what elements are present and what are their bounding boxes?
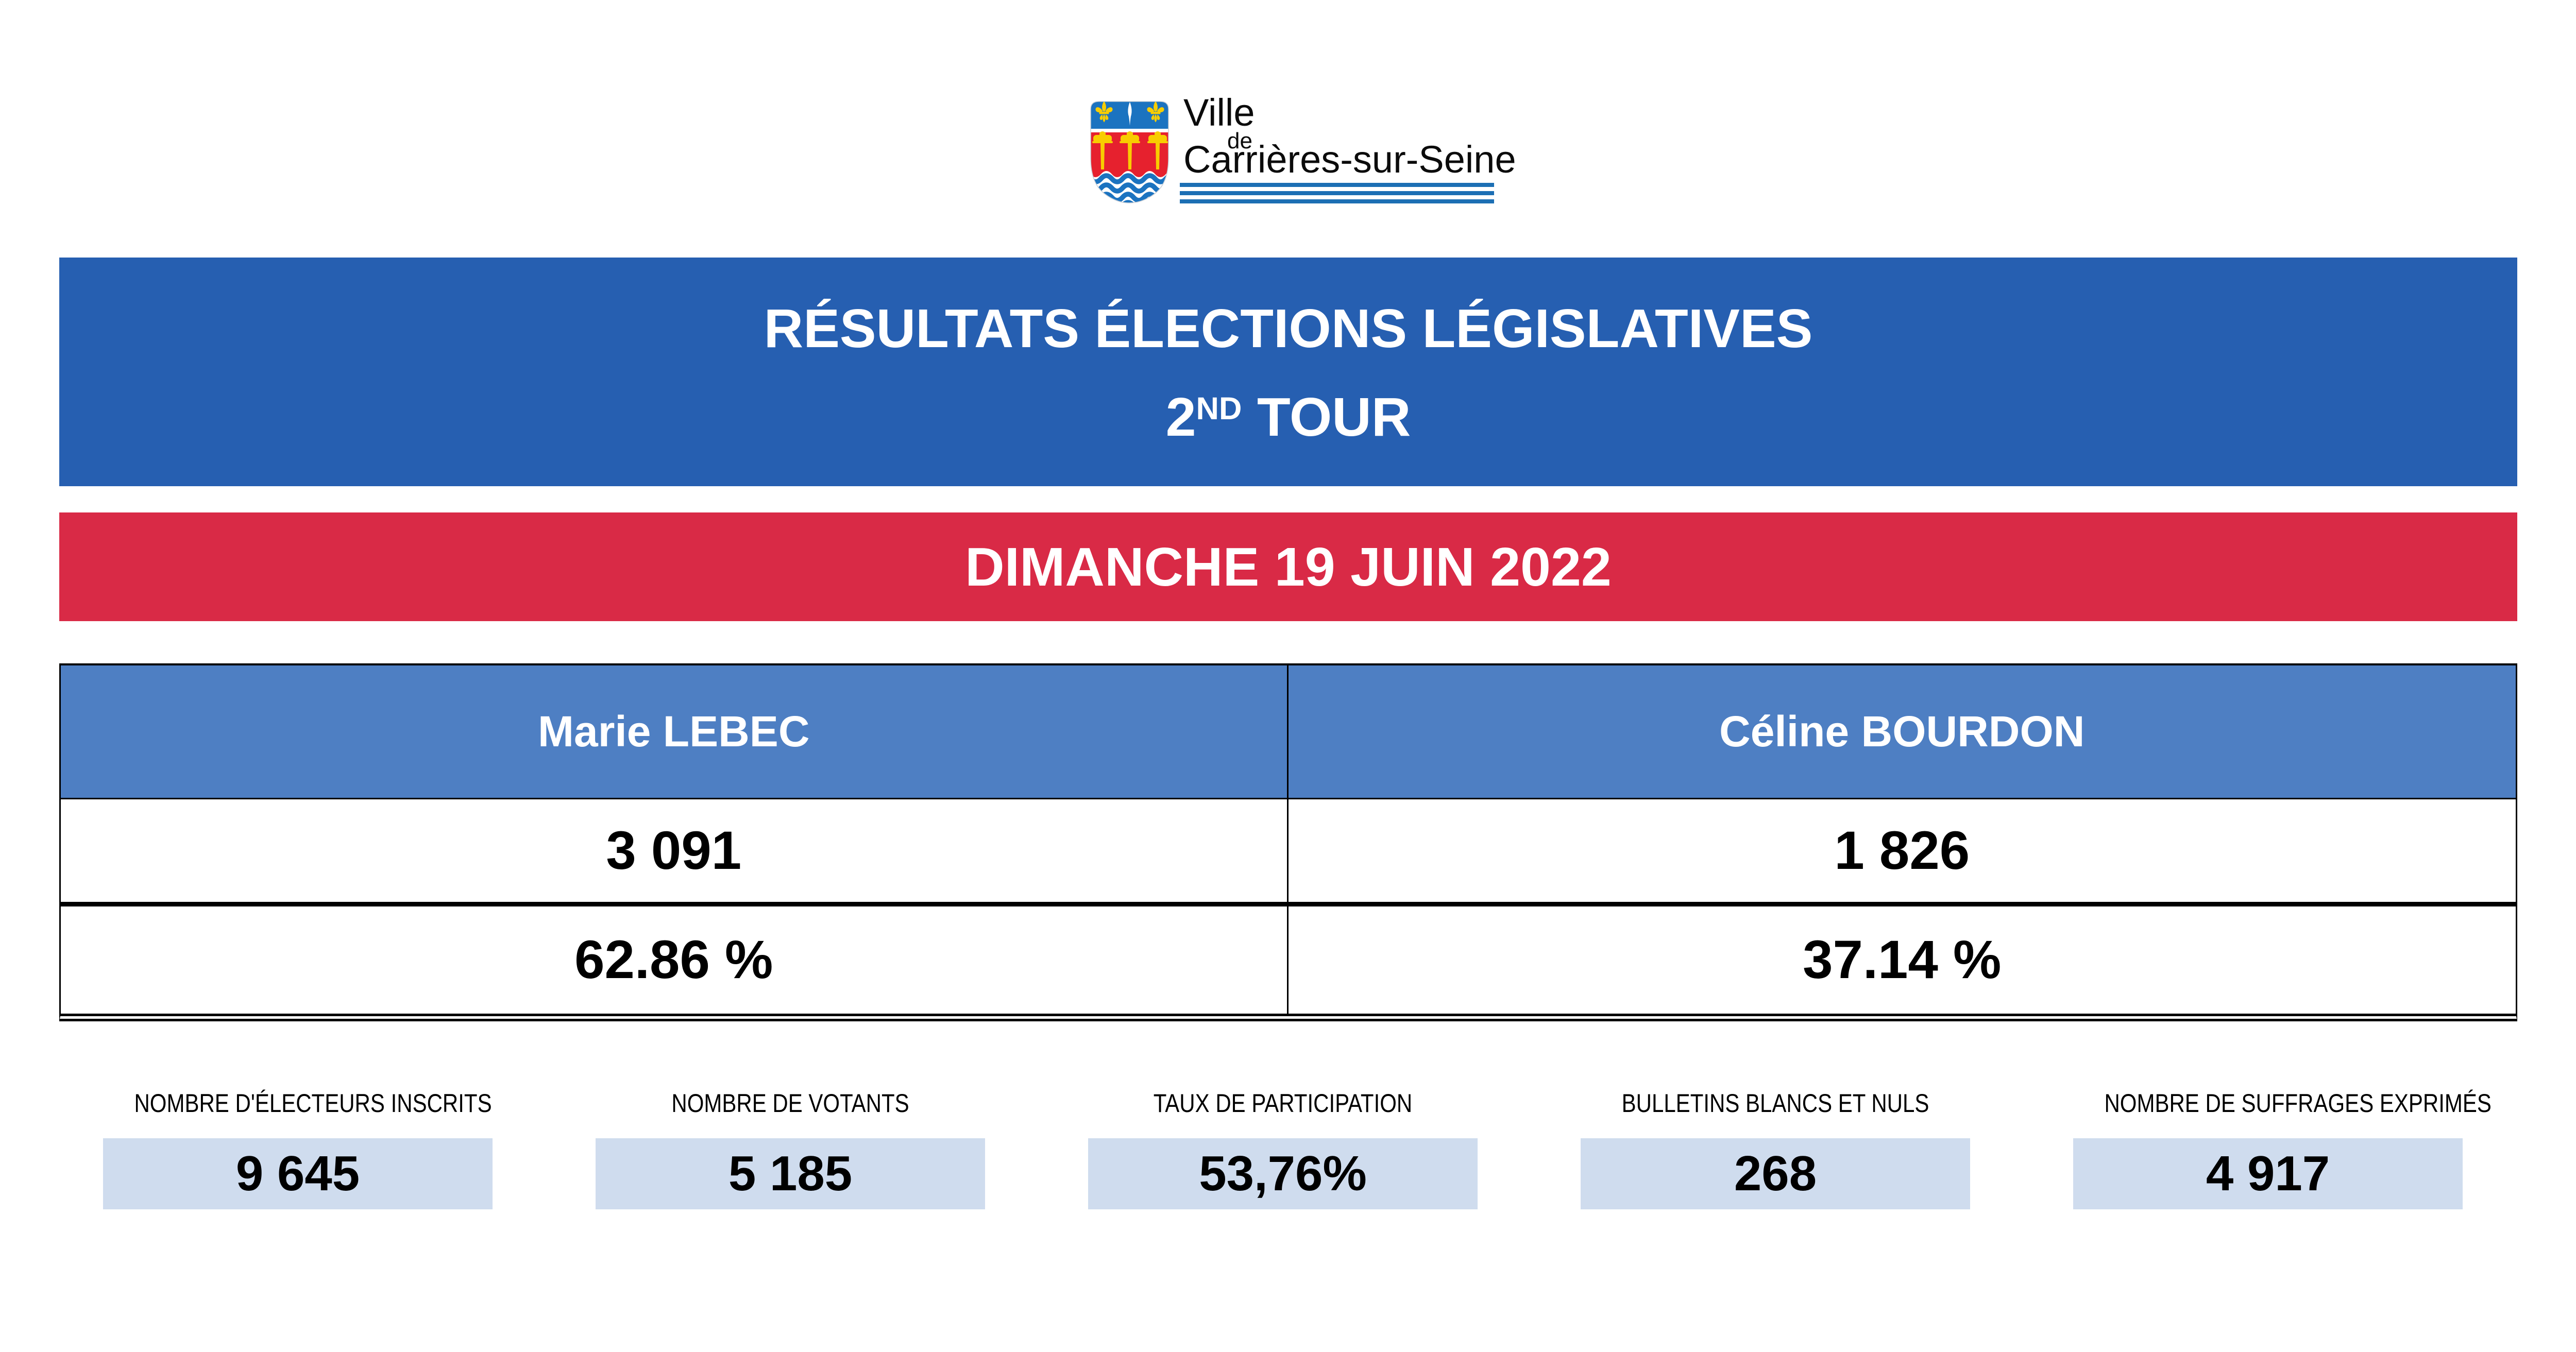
- date-text: DIMANCHE 19 JUIN 2022: [965, 536, 1612, 597]
- title-line-2: 2ND TOUR: [59, 373, 2517, 470]
- shield-outline: [1090, 101, 1169, 203]
- white-blade-icon: [1128, 102, 1132, 126]
- stat-voters: NOMBRE DE VOTANTS 5 185: [596, 1088, 985, 1209]
- city-logo: Ville de Carrières-sur-Seine: [1077, 91, 1516, 215]
- stat-value: 5 185: [728, 1146, 853, 1201]
- stat-expressed-votes: NOMBRE DE SUFFRAGES EXPRIMÉS 4 917: [2073, 1088, 2492, 1209]
- stat-value-box: 4 917: [2073, 1138, 2463, 1209]
- candidate-name-cell: Céline BOURDON: [1719, 707, 2085, 756]
- percentage-cell: 37.14 %: [1803, 930, 2002, 990]
- stat-label: BULLETINS BLANCS ET NULS: [1621, 1089, 1929, 1118]
- logo-line: [1180, 191, 1494, 195]
- stat-label: NOMBRE DE VOTANTS: [671, 1089, 909, 1118]
- results-table: Marie LEBEC Céline BOURDON 3 091 1 826 6…: [59, 663, 2517, 1021]
- logo-line: [1180, 183, 1494, 187]
- percentage-cell: 62.86 %: [61, 906, 1289, 1014]
- stat-label: TAUX DE PARTICIPATION: [1153, 1089, 1413, 1118]
- logo-text-ville: Ville: [1183, 91, 1255, 134]
- title-banner: RÉSULTATS ÉLECTIONS LÉGISLATIVES 2ND TOUR: [59, 258, 2517, 486]
- stat-label: NOMBRE D'ÉLECTEURS INSCRITS: [134, 1089, 492, 1118]
- coat-of-arms-icon: [1086, 101, 1174, 209]
- tour-word: TOUR: [1257, 387, 1411, 448]
- stat-blank-null-ballots: BULLETINS BLANCS ET NULS 268: [1581, 1088, 1970, 1209]
- candidate-header-row: Marie LEBEC Céline BOURDON: [61, 665, 2516, 798]
- date-banner: DIMANCHE 19 JUIN 2022: [59, 512, 2517, 621]
- votes-row: 3 091 1 826: [61, 798, 2516, 902]
- stat-value: 9 645: [235, 1146, 360, 1201]
- tour-number: 2: [1165, 387, 1196, 448]
- stat-value: 53,76%: [1199, 1146, 1367, 1201]
- wave-stripe: [1086, 202, 1174, 209]
- stat-participation-rate: TAUX DE PARTICIPATION 53,76%: [1088, 1088, 1478, 1209]
- votes-cell: 3 091: [61, 799, 1289, 902]
- stat-registered-voters: NOMBRE D'ÉLECTEURS INSCRITS 9 645: [103, 1088, 493, 1209]
- logo-text-city: Carrières-sur-Seine: [1183, 138, 1516, 181]
- statistics-row: NOMBRE D'ÉLECTEURS INSCRITS 9 645 NOMBRE…: [103, 1088, 2492, 1209]
- logo-line: [1180, 199, 1494, 203]
- logo-text-de: de: [1227, 128, 1252, 153]
- stat-value-box: 5 185: [596, 1138, 985, 1209]
- percentage-row: 62.86 % 37.14 %: [61, 902, 2516, 1014]
- stat-value-box: 9 645: [103, 1138, 493, 1209]
- votes-cell: 1 826: [1834, 820, 1970, 881]
- title-line-1: RÉSULTATS ÉLECTIONS LÉGISLATIVES: [764, 298, 1813, 359]
- stat-label: NOMBRE DE SUFFRAGES EXPRIMÉS: [2104, 1089, 2492, 1118]
- tour-ordinal-superscript: ND: [1196, 391, 1242, 427]
- candidate-name-cell: Marie LEBEC: [61, 665, 1289, 798]
- stat-value-box: 268: [1581, 1138, 1970, 1209]
- stat-value: 268: [1734, 1146, 1817, 1201]
- stat-value: 4 917: [2206, 1146, 2330, 1201]
- stat-value-box: 53,76%: [1088, 1138, 1478, 1209]
- logo-underline-lines: [1180, 183, 1494, 208]
